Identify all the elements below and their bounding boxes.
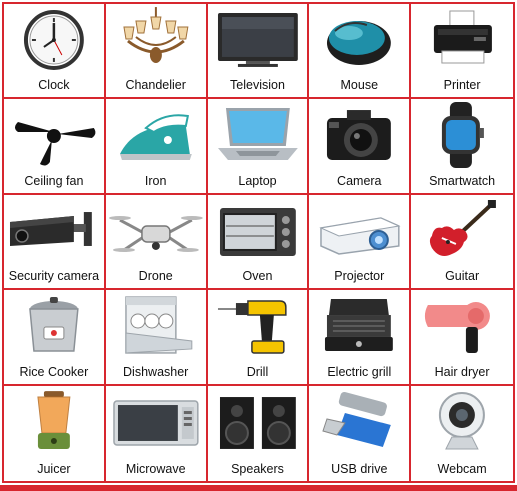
grid-cell-projector: Projector — [309, 194, 412, 291]
ceiling-fan-icon — [4, 102, 104, 168]
grid-cell-camera: Camera — [309, 99, 412, 195]
item-label: Laptop — [238, 173, 277, 188]
grid-cell-usb-drive: USB drive — [309, 385, 412, 481]
item-label: Electric grill — [327, 364, 392, 379]
chandelier-icon — [106, 7, 206, 73]
item-label: Hair dryer — [434, 364, 490, 379]
rice-cooker-icon — [4, 293, 104, 359]
footer-strip — [0, 485, 517, 491]
item-label: Drone — [138, 269, 173, 284]
item-label: Drill — [246, 364, 269, 379]
grid-cell-smartwatch: Smartwatch — [411, 99, 513, 195]
item-label: Printer — [443, 78, 481, 93]
item-label: Webcam — [437, 462, 487, 476]
electric-grill-icon — [309, 293, 409, 359]
grid-cell-speakers: Speakers — [207, 385, 310, 481]
item-label: Security camera — [8, 269, 100, 284]
grid-cell-ceiling-fan: Ceiling fan — [4, 99, 106, 195]
item-label: Camera — [337, 173, 382, 188]
dishwasher-icon — [106, 293, 206, 359]
microwave-icon — [106, 389, 206, 455]
television-icon — [208, 7, 308, 73]
grid-cell-laptop: Laptop — [207, 99, 310, 195]
grid-cell-dishwasher: Dishwasher — [105, 290, 208, 386]
smartwatch-icon — [411, 102, 513, 169]
item-label: Microwave — [125, 462, 186, 476]
grid-cell-security-camera: Security camera — [4, 194, 106, 291]
item-label: Rice Cooker — [19, 364, 89, 379]
item-label: Mouse — [340, 78, 379, 93]
item-label: Projector — [334, 269, 385, 284]
speakers-icon — [208, 389, 308, 455]
grid-cell-drone: Drone — [105, 194, 208, 291]
grid-cell-oven: Oven — [207, 194, 310, 291]
drone-icon — [106, 198, 206, 264]
grid-cell-juicer: Juicer — [4, 385, 106, 481]
item-label: Guitar — [445, 269, 480, 284]
hair-dryer-icon — [411, 293, 513, 359]
item-label: Clock — [38, 78, 70, 93]
grid-cell-electric-grill: Electric grill — [309, 290, 412, 386]
iron-icon — [106, 102, 206, 168]
grid-cell-drill: Drill — [207, 290, 310, 386]
grid-cell-printer: Printer — [411, 4, 513, 100]
item-label: Iron — [144, 173, 167, 188]
printer-icon — [411, 7, 513, 73]
item-label: Dishwasher — [123, 364, 189, 379]
clock-icon — [4, 7, 104, 73]
juicer-icon — [4, 389, 104, 455]
grid-cell-webcam: Webcam — [411, 385, 513, 481]
security-camera-icon — [4, 198, 104, 264]
mouse-icon — [309, 7, 409, 73]
item-label: USB drive — [331, 462, 388, 476]
appliance-grid: Clock Chandelier — [2, 2, 515, 483]
laptop-icon — [208, 102, 308, 168]
grid-cell-clock: Clock — [4, 4, 106, 100]
camera-icon — [309, 102, 409, 168]
grid-cell-iron: Iron — [105, 99, 208, 195]
grid-cell-hair-dryer: Hair dryer — [411, 290, 513, 386]
grid-cell-television: Television — [207, 4, 310, 100]
item-label: Chandelier — [125, 78, 186, 93]
item-label: Television — [230, 78, 285, 93]
oven-icon — [208, 198, 308, 264]
grid-cell-microwave: Microwave — [105, 385, 208, 481]
webcam-icon — [411, 389, 513, 455]
item-label: Ceiling fan — [24, 173, 84, 188]
projector-icon — [309, 198, 409, 264]
drill-icon — [208, 293, 308, 359]
grid-cell-mouse: Mouse — [309, 4, 412, 100]
grid-cell-guitar: Guitar — [411, 194, 513, 291]
grid-cell-chandelier: Chandelier — [105, 4, 208, 100]
guitar-icon — [411, 198, 513, 264]
item-label: Speakers — [231, 462, 284, 476]
grid-cell-rice-cooker: Rice Cooker — [4, 290, 106, 386]
item-label: Oven — [242, 269, 273, 284]
item-label: Smartwatch — [429, 173, 496, 188]
item-label: Juicer — [37, 462, 71, 476]
usb-drive-icon — [309, 389, 409, 455]
